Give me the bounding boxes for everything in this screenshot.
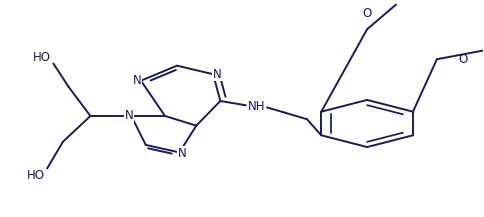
Text: NH: NH <box>248 100 265 113</box>
Text: HO: HO <box>27 169 45 182</box>
Text: O: O <box>458 53 468 66</box>
Text: N: N <box>178 147 186 160</box>
Text: N: N <box>124 110 133 123</box>
Text: HO: HO <box>33 51 51 64</box>
Text: O: O <box>363 7 372 20</box>
Text: N: N <box>133 74 141 87</box>
Text: N: N <box>212 68 221 81</box>
